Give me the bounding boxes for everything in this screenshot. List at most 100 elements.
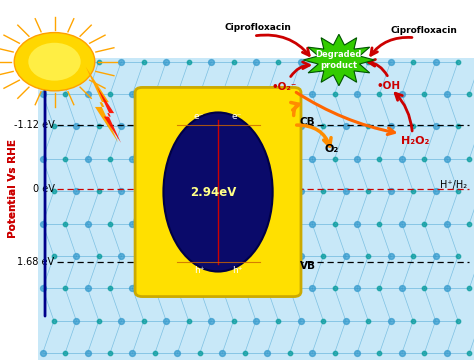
Point <box>454 59 462 64</box>
Text: h⁺: h⁺ <box>232 266 242 275</box>
Point <box>465 350 473 356</box>
Point <box>73 253 80 259</box>
Point <box>286 91 293 97</box>
Point <box>173 221 181 226</box>
Point <box>274 123 282 129</box>
Point <box>252 123 260 129</box>
Point <box>331 285 338 291</box>
Point <box>443 350 451 356</box>
Point <box>264 156 271 162</box>
Point <box>398 350 406 356</box>
Point <box>50 253 58 259</box>
Point <box>432 318 439 324</box>
Point <box>207 253 215 259</box>
Point <box>118 318 125 324</box>
Point <box>376 285 383 291</box>
Point <box>319 59 327 64</box>
Point <box>207 188 215 194</box>
Point <box>219 156 226 162</box>
Point <box>50 318 58 324</box>
Point <box>264 350 271 356</box>
Point <box>219 285 226 291</box>
Point <box>308 350 316 356</box>
Point <box>39 350 46 356</box>
Point <box>297 188 305 194</box>
Point <box>207 59 215 64</box>
Text: H₂O₂: H₂O₂ <box>401 136 429 145</box>
Point <box>128 156 136 162</box>
Point <box>118 123 125 129</box>
Point <box>241 91 248 97</box>
Point <box>308 156 316 162</box>
Point <box>61 285 69 291</box>
Point <box>376 221 383 226</box>
Text: •O₂⁻: •O₂⁻ <box>272 82 297 93</box>
Point <box>286 350 293 356</box>
Point <box>106 350 114 356</box>
Point <box>140 59 147 64</box>
Point <box>50 59 58 64</box>
Point <box>163 253 170 259</box>
Point <box>252 59 260 64</box>
Point <box>353 91 361 97</box>
Point <box>443 156 451 162</box>
Point <box>387 59 394 64</box>
Text: Potential Vs RHE: Potential Vs RHE <box>8 139 18 238</box>
Text: e⁻: e⁻ <box>194 112 204 121</box>
Point <box>264 91 271 97</box>
Point <box>163 123 170 129</box>
Point <box>443 221 451 226</box>
Point <box>319 123 327 129</box>
Point <box>387 318 394 324</box>
Point <box>173 156 181 162</box>
Point <box>39 285 46 291</box>
Point <box>73 318 80 324</box>
Point <box>61 350 69 356</box>
Point <box>151 350 159 356</box>
Point <box>230 188 237 194</box>
Point <box>50 123 58 129</box>
Point <box>420 221 428 226</box>
Point <box>387 123 394 129</box>
Point <box>353 221 361 226</box>
Point <box>387 188 394 194</box>
Point <box>106 156 114 162</box>
Point <box>73 59 80 64</box>
Point <box>118 253 125 259</box>
Point <box>173 91 181 97</box>
Point <box>297 253 305 259</box>
Point <box>297 318 305 324</box>
Point <box>230 123 237 129</box>
Polygon shape <box>86 67 118 143</box>
Point <box>274 318 282 324</box>
Point <box>50 188 58 194</box>
Point <box>331 350 338 356</box>
Point <box>286 285 293 291</box>
Point <box>454 188 462 194</box>
Point <box>185 188 192 194</box>
Point <box>219 221 226 226</box>
Point <box>151 156 159 162</box>
Point <box>207 123 215 129</box>
Point <box>410 253 417 259</box>
Point <box>84 91 91 97</box>
Point <box>84 156 91 162</box>
Point <box>151 285 159 291</box>
Point <box>274 59 282 64</box>
Point <box>219 350 226 356</box>
Point <box>128 221 136 226</box>
Text: H⁺/H₂: H⁺/H₂ <box>440 180 467 190</box>
Polygon shape <box>303 34 374 86</box>
Point <box>376 350 383 356</box>
Point <box>443 285 451 291</box>
Text: -1.12 eV: -1.12 eV <box>14 120 55 130</box>
Point <box>84 285 91 291</box>
Point <box>252 253 260 259</box>
Point <box>420 350 428 356</box>
Point <box>465 285 473 291</box>
Point <box>365 318 372 324</box>
Point <box>331 221 338 226</box>
Point <box>454 318 462 324</box>
Text: 2.94eV: 2.94eV <box>190 185 237 198</box>
Point <box>73 188 80 194</box>
